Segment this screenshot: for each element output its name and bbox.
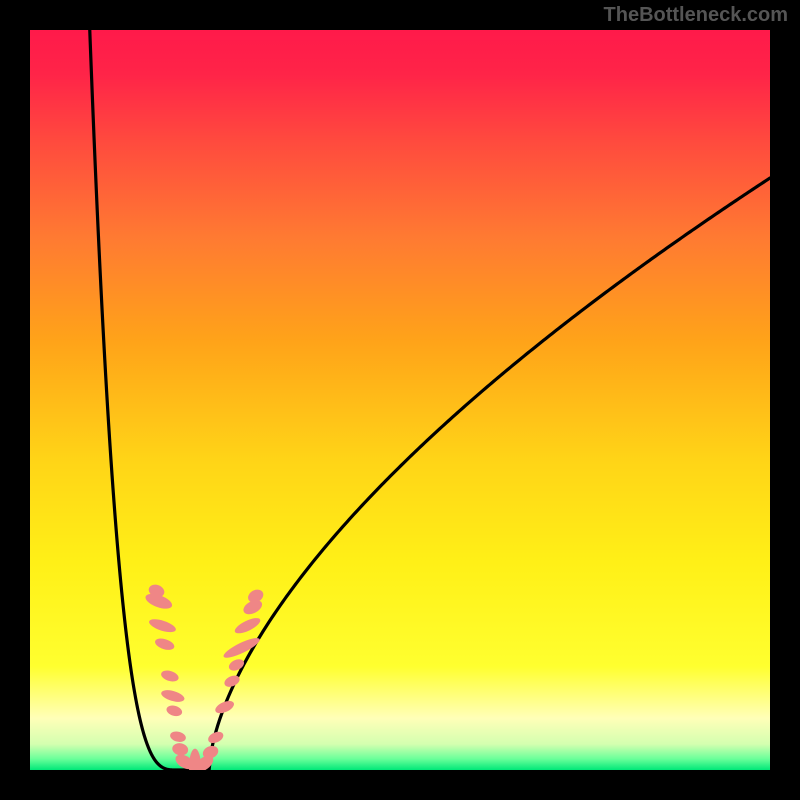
gradient-background [30, 30, 770, 770]
attribution-label: TheBottleneck.com [604, 4, 788, 27]
bottleneck-plot [30, 30, 770, 770]
chart-root: TheBottleneck.com [0, 0, 800, 800]
